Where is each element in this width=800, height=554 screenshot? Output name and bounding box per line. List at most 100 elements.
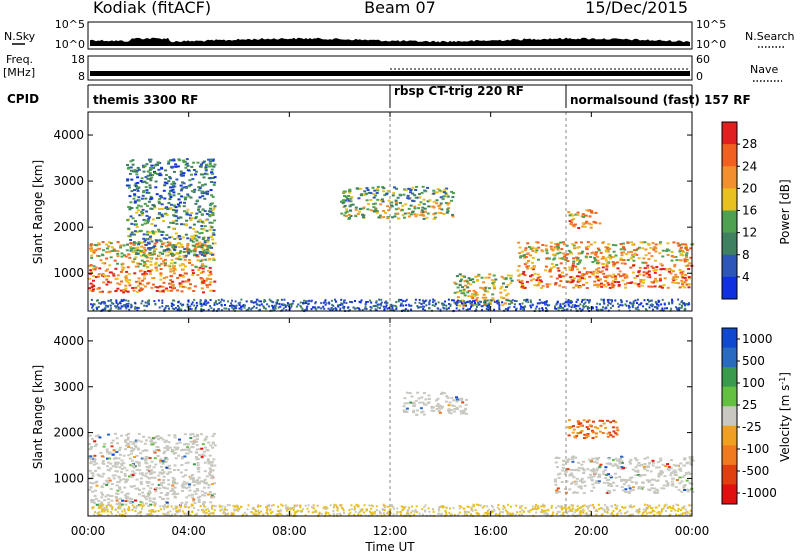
echo-cell <box>183 505 186 508</box>
echo-cell <box>372 196 376 199</box>
echo-cell <box>442 303 445 306</box>
echo-cell <box>135 454 139 457</box>
echo-cell <box>132 289 136 292</box>
echo-cell <box>442 213 446 215</box>
echo-cell <box>545 300 548 303</box>
echo-cell <box>672 241 676 244</box>
colorbar-tick-label: 28 <box>742 137 757 151</box>
echo-cell <box>678 248 682 251</box>
echo-cell <box>666 467 670 470</box>
echo-cell <box>101 493 105 496</box>
cpid-label: CPID <box>7 92 39 106</box>
echo-cell <box>576 246 580 249</box>
echo-cell <box>271 510 274 513</box>
echo-cell <box>135 247 139 250</box>
echo-cell <box>604 259 608 262</box>
echo-cell <box>297 509 299 512</box>
echo-cell <box>593 259 597 262</box>
echo-cell <box>136 487 140 490</box>
echo-cell <box>117 307 120 310</box>
echo-cell <box>597 267 601 270</box>
echo-cell <box>132 440 136 443</box>
echo-cell <box>189 219 193 221</box>
echo-cell <box>332 304 335 307</box>
echo-cell <box>375 301 378 304</box>
echo-cell <box>127 432 131 435</box>
echo-cell <box>617 283 621 286</box>
echo-cell <box>572 257 576 260</box>
echo-cell <box>580 510 583 513</box>
echo-cell <box>486 299 489 302</box>
echo-cell <box>161 462 165 465</box>
echo-cell <box>199 299 202 302</box>
echo-cell <box>147 217 151 220</box>
echo-cell <box>662 484 666 487</box>
echo-cell <box>224 505 227 508</box>
echo-cell <box>582 511 585 514</box>
echo-cell <box>558 284 562 287</box>
echo-cell <box>146 484 150 487</box>
echo-cell <box>166 447 170 450</box>
echo-cell <box>557 505 560 508</box>
echo-cell <box>422 308 425 311</box>
echo-cell <box>428 510 431 513</box>
echo-cell <box>595 272 599 275</box>
echo-cell <box>559 303 562 306</box>
echo-cell <box>135 230 139 233</box>
echo-cell <box>173 244 176 247</box>
echo-cell <box>144 457 148 460</box>
echo-cell <box>688 456 692 459</box>
echo-cell <box>638 464 642 467</box>
echo-cell <box>408 513 410 516</box>
echo-cell <box>315 308 318 311</box>
echo-cell <box>100 504 103 507</box>
echo-cell <box>162 481 166 484</box>
echo-cell <box>499 296 503 299</box>
echo-cell <box>156 455 160 457</box>
echo-cell <box>312 306 315 309</box>
echo-cell <box>530 306 533 309</box>
echo-cell <box>240 308 243 311</box>
echo-cell <box>149 179 153 182</box>
echo-cell <box>236 506 239 509</box>
echo-cell <box>191 301 194 304</box>
echo-cell <box>141 273 145 276</box>
echo-cell <box>88 272 92 275</box>
echo-cell <box>141 194 145 197</box>
echo-cell <box>118 453 122 456</box>
echo-cell <box>124 299 127 302</box>
echo-cell <box>684 243 688 246</box>
echo-cell <box>518 246 522 249</box>
echo-cell <box>579 480 583 482</box>
echo-cell <box>157 449 161 452</box>
echo-cell <box>94 511 97 513</box>
echo-cell <box>559 280 563 283</box>
echo-cell <box>207 236 211 239</box>
echo-cell <box>432 206 436 209</box>
echo-cell <box>578 280 582 282</box>
echo-cell <box>185 506 188 509</box>
echo-cell <box>683 260 687 263</box>
echo-cell <box>663 307 666 310</box>
echo-cell <box>187 511 189 514</box>
echo-cell <box>176 165 180 168</box>
echo-cell <box>320 302 323 305</box>
echo-cell <box>91 474 95 477</box>
echo-cell <box>657 510 660 513</box>
echo-cell <box>137 432 141 435</box>
echo-cell <box>130 178 134 181</box>
colorbar-bin <box>722 254 737 278</box>
echo-cell <box>630 504 632 507</box>
echo-cell <box>383 194 387 197</box>
echo-cell <box>380 198 384 201</box>
echo-cell <box>204 191 208 194</box>
echo-cell <box>624 286 628 289</box>
echo-cell <box>354 215 358 218</box>
echo-cell <box>181 268 185 271</box>
echo-cell <box>553 305 556 308</box>
echo-cell <box>608 463 612 466</box>
echo-cell <box>110 307 112 310</box>
echo-cell <box>153 510 156 513</box>
echo-cell <box>172 227 175 230</box>
echo-cell <box>130 304 133 307</box>
